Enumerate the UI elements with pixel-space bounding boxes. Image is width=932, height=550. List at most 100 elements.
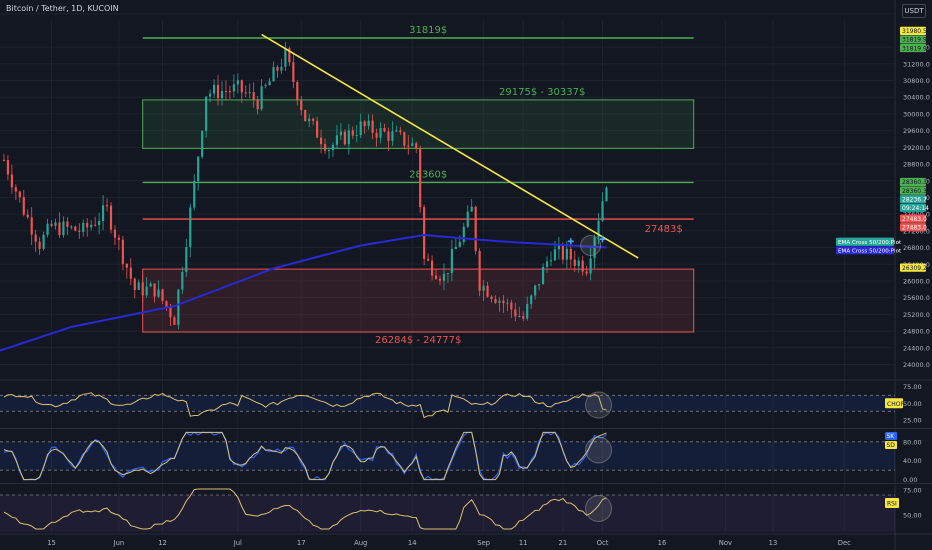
candle-body[interactable]: [244, 92, 247, 94]
candle-body[interactable]: [538, 284, 541, 286]
candle-body[interactable]: [430, 260, 434, 276]
candle-body[interactable]: [300, 100, 303, 110]
candle-body[interactable]: [549, 260, 553, 262]
candle-body[interactable]: [228, 91, 231, 93]
candle-body[interactable]: [335, 135, 339, 145]
candle-body[interactable]: [117, 237, 121, 240]
candle-body[interactable]: [30, 217, 33, 235]
candle-body[interactable]: [284, 48, 287, 67]
time-tick-label[interactable]: Nov: [719, 539, 732, 547]
candle-body[interactable]: [522, 316, 525, 319]
candle-body[interactable]: [415, 143, 418, 149]
currency-button[interactable]: USDT: [902, 4, 926, 18]
candle-body[interactable]: [248, 92, 251, 94]
candle-body[interactable]: [581, 260, 584, 272]
candle-body[interactable]: [319, 137, 323, 145]
candle-body[interactable]: [399, 130, 402, 133]
candle-body[interactable]: [50, 223, 53, 226]
time-tick-label[interactable]: 17: [297, 539, 306, 547]
candle-body[interactable]: [109, 205, 113, 230]
candle-body[interactable]: [304, 109, 307, 122]
candle-body[interactable]: [541, 266, 545, 285]
candle-body[interactable]: [323, 144, 327, 151]
candle-body[interactable]: [205, 96, 208, 132]
price-tick-label[interactable]: 24000.0: [903, 361, 930, 369]
candle-body[interactable]: [236, 80, 239, 85]
candle-body[interactable]: [209, 93, 212, 97]
candle-body[interactable]: [312, 118, 315, 121]
time-tick-label[interactable]: Jun: [113, 539, 125, 547]
candle-body[interactable]: [216, 84, 220, 99]
candle-body[interactable]: [526, 304, 529, 319]
candle-body[interactable]: [177, 289, 180, 325]
candle-body[interactable]: [442, 273, 446, 281]
candle-body[interactable]: [553, 249, 557, 261]
candle-body[interactable]: [2, 159, 6, 161]
price-tick-label[interactable]: 26000.0: [903, 277, 930, 285]
candle-body[interactable]: [46, 223, 49, 235]
candle-body[interactable]: [62, 221, 65, 236]
candle-body[interactable]: [506, 302, 509, 304]
candle-body[interactable]: [161, 289, 164, 302]
candle-body[interactable]: [173, 317, 176, 325]
price-tick-label[interactable]: 28800.0: [903, 161, 930, 169]
candle-body[interactable]: [212, 84, 216, 94]
candle-body[interactable]: [82, 222, 85, 232]
candle-body[interactable]: [514, 309, 517, 317]
candle-body[interactable]: [597, 220, 600, 238]
candle-body[interactable]: [545, 261, 549, 267]
candle-body[interactable]: [220, 91, 224, 99]
candle-body[interactable]: [458, 241, 461, 247]
price-tick-label[interactable]: 30800.0: [903, 77, 930, 85]
candle-body[interactable]: [383, 128, 386, 132]
candle-body[interactable]: [94, 224, 97, 226]
candle-body[interactable]: [359, 121, 362, 136]
candle-body[interactable]: [379, 128, 382, 138]
candle-body[interactable]: [38, 241, 41, 249]
candle-body[interactable]: [137, 282, 140, 290]
candle-body[interactable]: [363, 121, 366, 127]
candle-body[interactable]: [169, 307, 172, 318]
candle-body[interactable]: [58, 222, 61, 236]
price-tick-label[interactable]: 27200.0: [903, 227, 930, 235]
candle-body[interactable]: [411, 143, 414, 146]
candle-body[interactable]: [260, 86, 263, 110]
candle-body[interactable]: [153, 283, 156, 297]
time-tick-label[interactable]: 16: [658, 539, 667, 547]
candle-body[interactable]: [577, 260, 580, 266]
candle-body[interactable]: [280, 66, 283, 71]
candle-body[interactable]: [157, 289, 160, 297]
price-tick-label[interactable]: 26800.0: [903, 244, 930, 252]
candle-body[interactable]: [308, 118, 311, 122]
candle-body[interactable]: [395, 130, 398, 132]
candle-body[interactable]: [133, 278, 136, 290]
candle-body[interactable]: [534, 285, 537, 296]
candle-body[interactable]: [70, 226, 73, 228]
price-tick-label[interactable]: 31200.0: [903, 60, 930, 68]
candle-body[interactable]: [355, 135, 358, 137]
candle-body[interactable]: [339, 131, 342, 136]
candle-body[interactable]: [14, 187, 17, 192]
candle-body[interactable]: [42, 234, 45, 249]
time-tick-label[interactable]: Oct: [597, 539, 609, 547]
time-tick-label[interactable]: Dec: [838, 539, 851, 547]
candle-body[interactable]: [407, 145, 410, 147]
time-tick-label[interactable]: 21: [559, 539, 568, 547]
price-tick-label[interactable]: 30400.0: [903, 94, 930, 102]
symbol-title[interactable]: Bitcoin / Tether, 1D, KUCOIN: [6, 4, 119, 13]
price-tick-label[interactable]: 29200.0: [903, 144, 930, 152]
candle-body[interactable]: [331, 144, 335, 151]
candle-body[interactable]: [518, 316, 521, 318]
candle-body[interactable]: [34, 234, 37, 242]
candle-body[interactable]: [601, 201, 604, 221]
candle-body[interactable]: [585, 271, 588, 274]
candle-body[interactable]: [347, 130, 350, 145]
candle-body[interactable]: [605, 187, 608, 202]
candle-body[interactable]: [292, 62, 295, 82]
candle-body[interactable]: [6, 160, 10, 175]
candle-body[interactable]: [470, 206, 473, 212]
time-tick-label[interactable]: 14: [408, 539, 417, 547]
time-tick-label[interactable]: Jul: [233, 539, 242, 547]
candle-body[interactable]: [101, 205, 105, 221]
